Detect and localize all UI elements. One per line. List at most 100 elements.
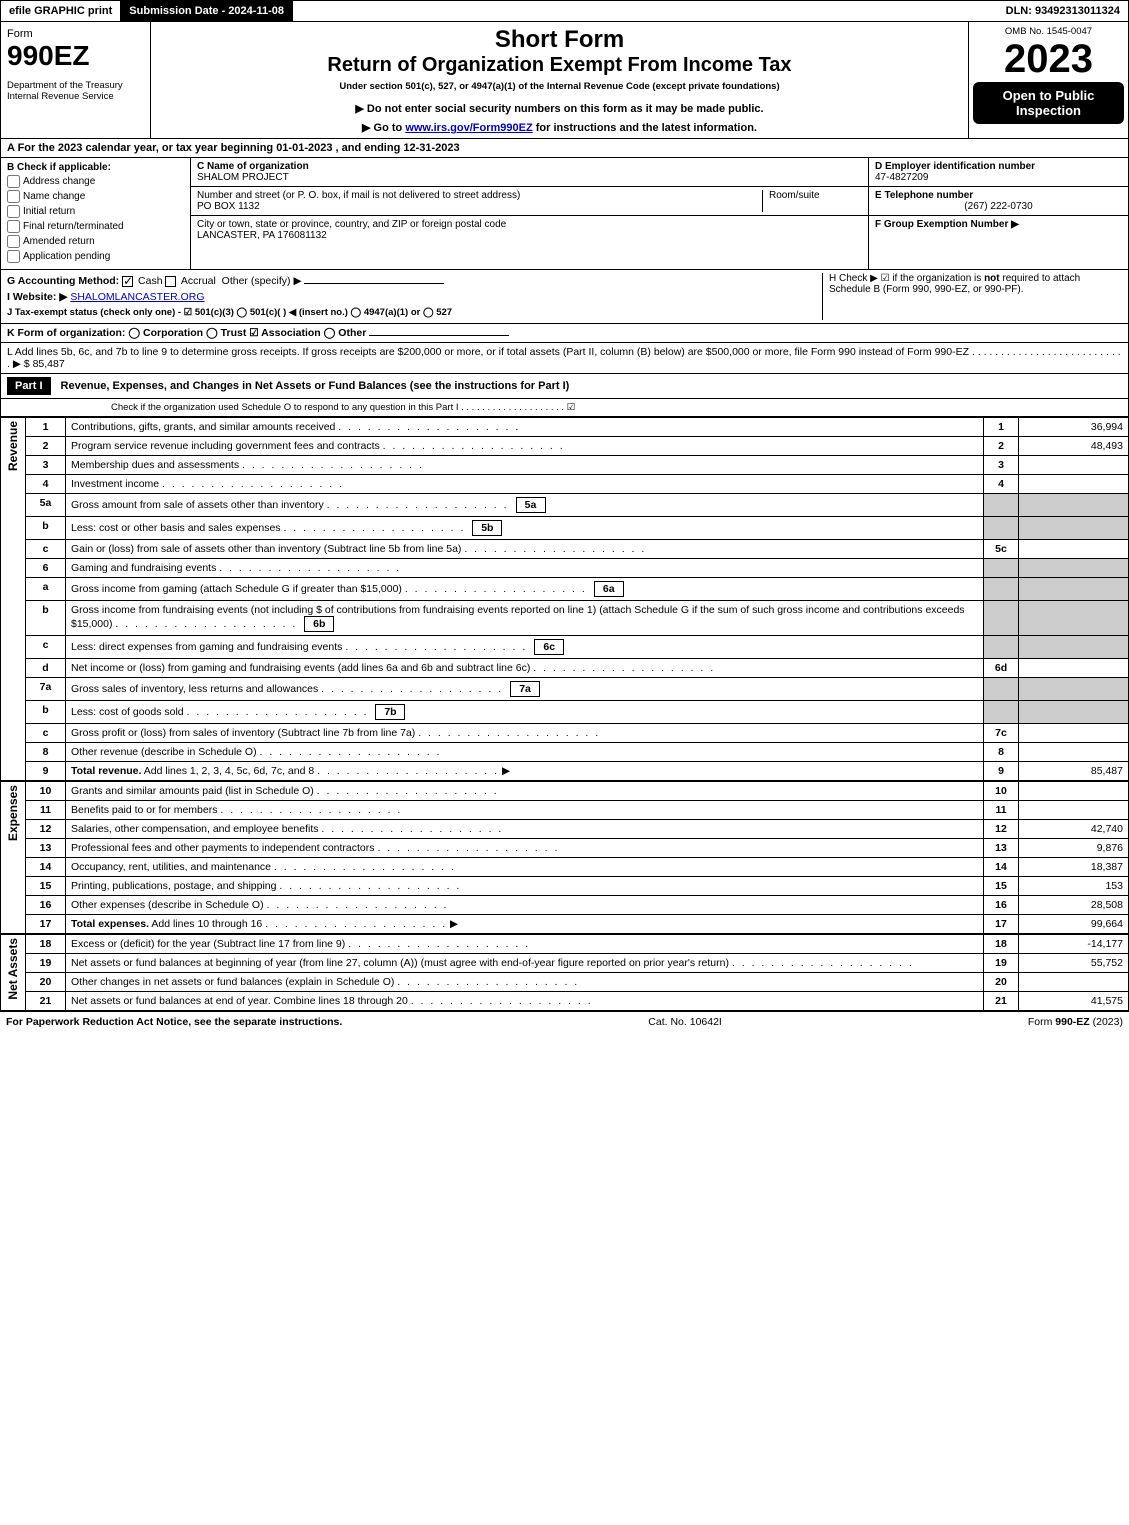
submission-date: Submission Date - 2024-11-08 [121,1,293,21]
footer-mid: Cat. No. 10642I [648,1016,722,1028]
line-number: c [26,540,66,559]
section-a: A For the 2023 calendar year, or tax yea… [0,139,1129,158]
section-l: L Add lines 5b, 6c, and 7b to line 9 to … [0,343,1129,374]
city: LANCASTER, PA 176081132 [197,230,327,241]
line-amount [1019,782,1129,801]
dln: DLN: 93492313011324 [998,1,1128,21]
line-label: Gross income from fundraising events (no… [66,601,984,636]
line-label: Net assets or fund balances at beginning… [66,954,984,973]
line-number: 16 [26,896,66,915]
line-ref: 19 [984,954,1019,973]
line-label: Investment income [66,475,984,494]
line-ref: 3 [984,456,1019,475]
ssn-warning: ▶ Do not enter social security numbers o… [159,102,960,115]
section-g-label: G Accounting Method: [7,275,119,287]
line-number: c [26,636,66,659]
check-initial-return[interactable]: Initial return [7,205,184,218]
line-number: 6 [26,559,66,578]
line-number: 15 [26,877,66,896]
ein: 47-4827209 [875,172,928,183]
check-final-return[interactable]: Final return/terminated [7,220,184,233]
line-label: Gross income from gaming (attach Schedul… [66,578,984,601]
line-row: 21Net assets or fund balances at end of … [1,992,1129,1011]
line-row: 2Program service revenue including gover… [1,437,1129,456]
line-number: 17 [26,915,66,934]
line-ref: 21 [984,992,1019,1011]
part-1-checkline: Check if the organization used Schedule … [0,399,1129,417]
line-row: 11Benefits paid to or for members 11 [1,801,1129,820]
line-amount [1019,475,1129,494]
line-number: 11 [26,801,66,820]
line-row: bLess: cost of goods sold 7b [1,701,1129,724]
line-ref: 8 [984,743,1019,762]
line-amount [1019,659,1129,678]
line-ref: 14 [984,858,1019,877]
check-name-change[interactable]: Name change [7,190,184,203]
top-bar: efile GRAPHIC print Submission Date - 20… [0,0,1129,22]
short-form-title: Short Form [159,26,960,54]
line-amount: 55,752 [1019,954,1129,973]
section-i-label: I Website: ▶ [7,291,67,303]
line-amount [1019,801,1129,820]
line-label: Printing, publications, postage, and shi… [66,877,984,896]
form-word: Form [7,28,144,40]
section-b-label: B Check if applicable: [7,162,184,173]
line-row: bGross income from fundraising events (n… [1,601,1129,636]
section-g-h: G Accounting Method: Cash Accrual Other … [0,270,1129,324]
line-row: aGross income from gaming (attach Schedu… [1,578,1129,601]
line-ref: 1 [984,418,1019,437]
website-link[interactable]: SHALOMLANCASTER.ORG [70,291,204,303]
street: PO BOX 1132 [197,201,260,212]
line-ref: 16 [984,896,1019,915]
irs-link[interactable]: www.irs.gov/Form990EZ [405,122,532,134]
check-address-change[interactable]: Address change [7,175,184,188]
line-row: 9Total revenue. Add lines 1, 2, 3, 4, 5c… [1,762,1129,781]
line-number: 8 [26,743,66,762]
line-row: cGain or (loss) from sale of assets othe… [1,540,1129,559]
line-number: 7a [26,678,66,701]
line-number: b [26,517,66,540]
line-ref: 10 [984,782,1019,801]
line-ref: 20 [984,973,1019,992]
line-row: Net Assets18Excess or (deficit) for the … [1,935,1129,954]
line-amount: 42,740 [1019,820,1129,839]
section-f-label: F Group Exemption Number ▶ [875,219,1019,230]
page-footer: For Paperwork Reduction Act Notice, see … [0,1011,1129,1032]
line-ref: 15 [984,877,1019,896]
check-amended-return[interactable]: Amended return [7,235,184,248]
form-number: 990EZ [7,40,144,72]
street-label: Number and street (or P. O. box, if mail… [197,190,520,201]
phone: (267) 222-0730 [875,201,1122,212]
section-d-label: D Employer identification number [875,161,1035,172]
accrual-checkbox[interactable] [165,276,176,287]
line-number: 4 [26,475,66,494]
line-label: Grants and similar amounts paid (list in… [66,782,984,801]
department: Department of the Treasury [7,80,144,91]
cash-checkbox[interactable] [122,276,133,287]
line-row: 12Salaries, other compensation, and empl… [1,820,1129,839]
form-header: Form 990EZ Department of the Treasury In… [0,22,1129,139]
goto-line: ▶ Go to www.irs.gov/Form990EZ for instru… [159,121,960,134]
line-row: 8Other revenue (describe in Schedule O) … [1,743,1129,762]
line-ref: 7c [984,724,1019,743]
netassets-table: Net Assets18Excess or (deficit) for the … [0,934,1129,1011]
line-number: 3 [26,456,66,475]
omb: OMB No. 1545-0047 [973,26,1124,37]
line-label: Occupancy, rent, utilities, and maintena… [66,858,984,877]
section-c-label: C Name of organization [197,161,309,172]
line-row: 20Other changes in net assets or fund ba… [1,973,1129,992]
line-amount: 28,508 [1019,896,1129,915]
line-number: a [26,578,66,601]
part-1-title: Revenue, Expenses, and Changes in Net As… [61,380,570,392]
line-label: Salaries, other compensation, and employ… [66,820,984,839]
line-ref: 5c [984,540,1019,559]
line-ref: 6d [984,659,1019,678]
irs: Internal Revenue Service [7,91,144,102]
line-row: Revenue1Contributions, gifts, grants, an… [1,418,1129,437]
check-application-pending[interactable]: Application pending [7,250,184,263]
line-amount [1019,973,1129,992]
line-amount: 9,876 [1019,839,1129,858]
line-row: 13Professional fees and other payments t… [1,839,1129,858]
side-label: Expenses [6,785,20,841]
line-row: 17Total expenses. Add lines 10 through 1… [1,915,1129,934]
